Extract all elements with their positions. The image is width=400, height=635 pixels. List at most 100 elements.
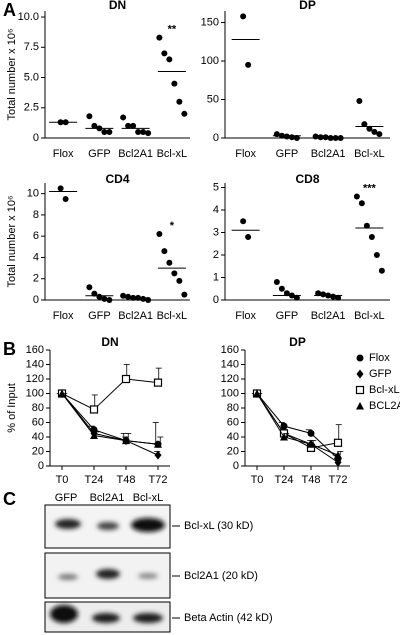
dot — [368, 234, 375, 240]
marker — [58, 389, 66, 397]
x-tick-label: GFP — [276, 148, 299, 160]
dot — [130, 122, 137, 129]
legend-label: Flox — [369, 352, 390, 364]
dot — [358, 200, 365, 207]
x-tick-label: Bcl-xL — [354, 310, 385, 322]
series-line — [256, 393, 339, 463]
dot — [101, 128, 108, 135]
chart-title: DN — [101, 335, 118, 349]
dot — [288, 134, 295, 141]
dot — [161, 50, 168, 57]
y-tick-label: 40 — [32, 431, 44, 443]
chart-title: CD4 — [105, 172, 129, 186]
band-label: Bcl-xL (30 kD) — [184, 520, 253, 532]
series-line — [256, 393, 339, 460]
x-tick-label: Bcl-xL — [354, 148, 385, 160]
y-tick-label: 100 — [26, 387, 44, 399]
dot — [240, 218, 247, 225]
marker — [153, 378, 163, 387]
legend-label: GFP — [369, 368, 392, 380]
y-tick-label: 0 — [233, 460, 239, 472]
x-tick-label: Flox — [53, 310, 74, 322]
x-tick-label: Flox — [53, 148, 74, 160]
y-tick-label: 40 — [227, 431, 239, 443]
marker — [121, 374, 131, 384]
marker — [334, 451, 342, 459]
dot — [145, 297, 152, 303]
dot — [135, 128, 142, 135]
legend-marker — [356, 354, 364, 362]
x-tick-label: Bcl-xL — [157, 310, 188, 322]
y-tick-label: 2.5 — [24, 102, 39, 114]
dot — [335, 294, 342, 301]
y-tick-label: 4 — [213, 204, 219, 216]
panel-label: A — [3, 0, 16, 20]
series-line — [61, 393, 159, 445]
y-tick-label: 20 — [32, 445, 44, 457]
y-tick-label: 120 — [26, 373, 44, 385]
legend-marker — [356, 402, 364, 410]
annotation: ** — [168, 24, 177, 36]
dot — [330, 293, 337, 300]
y-tick-label: 5 — [213, 181, 219, 193]
dot — [101, 295, 108, 302]
dot — [86, 284, 93, 291]
y-tick-label: 50 — [207, 93, 219, 105]
marker — [334, 457, 342, 467]
annotation: *** — [363, 182, 377, 194]
x-tick-label: Bcl2A1 — [311, 310, 346, 322]
x-tick-label: Flox — [235, 310, 256, 322]
marker — [253, 389, 261, 397]
band-label: Beta Actin (42 kD) — [184, 612, 273, 624]
marker — [307, 440, 315, 448]
dot — [91, 122, 98, 129]
legend-marker — [355, 385, 365, 395]
dot — [166, 56, 173, 63]
series-line — [256, 393, 339, 456]
chart-title: DN — [109, 0, 126, 12]
dot — [278, 285, 285, 292]
legend-label: BCL2A1 — [369, 400, 400, 412]
dot — [245, 61, 252, 68]
dot — [353, 193, 360, 200]
dot — [320, 291, 327, 298]
x-tick-label: T24 — [275, 474, 294, 486]
y-tick-label: 150 — [201, 16, 219, 28]
chart-title: CD8 — [295, 172, 319, 186]
dot — [366, 125, 373, 132]
x-tick-label: Bcl2A1 — [118, 148, 153, 160]
dot — [181, 291, 188, 298]
x-tick-label: Flox — [235, 148, 256, 160]
dot — [120, 114, 127, 121]
x-tick-label: Bcl-xL — [157, 148, 188, 160]
x-tick-label: GFP — [88, 148, 111, 160]
dot — [140, 295, 147, 302]
x-tick-label: T0 — [251, 474, 264, 486]
y-axis-label: Total number x 10⁶ — [6, 196, 18, 288]
y-tick-label: 140 — [26, 358, 44, 370]
panel-label: C — [3, 489, 16, 509]
dot — [315, 290, 322, 297]
y-tick-label: 100 — [221, 387, 239, 399]
dot — [166, 259, 173, 266]
y-tick-label: 0 — [33, 132, 39, 144]
marker — [90, 431, 98, 440]
dot — [283, 290, 290, 297]
y-tick-label: 8 — [33, 209, 39, 221]
dot — [120, 292, 127, 299]
dot — [245, 234, 252, 240]
dot — [240, 13, 247, 20]
marker — [333, 438, 343, 447]
dot — [106, 297, 113, 303]
y-tick-label: 0 — [33, 294, 39, 306]
dot — [332, 135, 339, 141]
chart-title: DP — [299, 0, 316, 12]
y-tick-label: 6 — [33, 230, 39, 242]
dot — [161, 248, 168, 255]
dot — [363, 222, 370, 229]
lane-label: Bcl2A1 — [90, 492, 125, 504]
dot — [86, 113, 93, 120]
dot — [293, 294, 300, 301]
dot — [181, 110, 188, 117]
x-tick-label: Bcl2A1 — [311, 148, 346, 160]
